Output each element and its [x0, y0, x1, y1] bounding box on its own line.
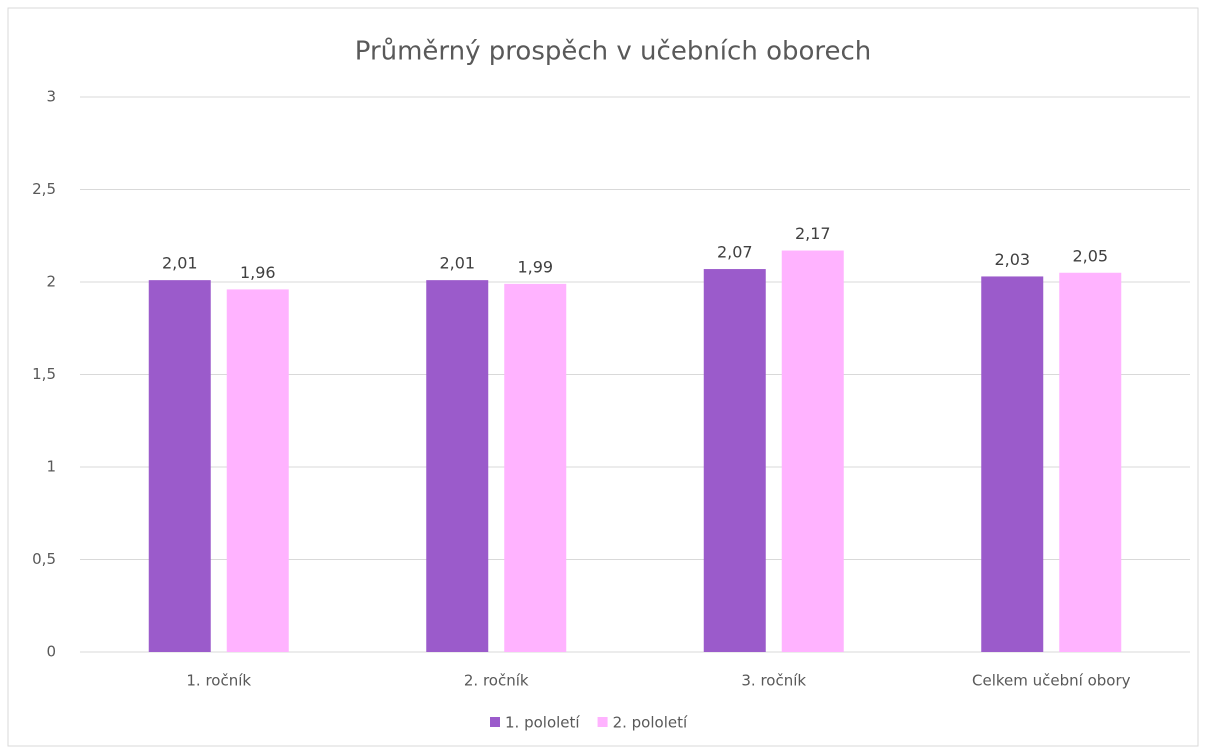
bar [703, 269, 766, 652]
x-tick-label: Celkem učební obory [972, 672, 1131, 690]
data-label: 1,99 [517, 257, 553, 276]
data-label: 2,17 [795, 224, 831, 243]
chart-title: Průměrný prospěch v učebních oborech [355, 37, 872, 67]
bar [981, 276, 1044, 652]
data-label: 2,07 [717, 243, 753, 262]
x-tick-label: 3. ročník [741, 672, 806, 690]
bar [1059, 272, 1122, 652]
data-label: 2,03 [994, 250, 1030, 269]
data-label: 2,05 [1072, 246, 1108, 265]
data-label: 1,96 [240, 263, 276, 282]
data-label: 2,01 [439, 254, 475, 273]
bar [226, 289, 289, 652]
legend-swatch [597, 717, 608, 727]
y-tick-label: 2,5 [32, 180, 56, 198]
bar [781, 250, 844, 653]
bar [504, 283, 567, 652]
legend-label: 2. pololetí [613, 714, 688, 732]
y-tick-label: 0,5 [32, 550, 56, 568]
bar [148, 280, 211, 652]
legend-swatch [490, 717, 500, 727]
y-tick-label: 0 [46, 643, 56, 661]
data-label: 2,01 [162, 254, 198, 273]
y-tick-label: 1,5 [32, 365, 56, 383]
y-tick-label: 1 [46, 458, 56, 476]
y-tick-label: 2 [46, 273, 56, 291]
y-tick-label: 3 [46, 88, 56, 106]
bar [426, 280, 489, 652]
x-tick-label: 1. ročník [186, 672, 251, 690]
x-tick-label: 2. ročník [464, 672, 529, 690]
legend-label: 1. pololetí [505, 714, 580, 732]
